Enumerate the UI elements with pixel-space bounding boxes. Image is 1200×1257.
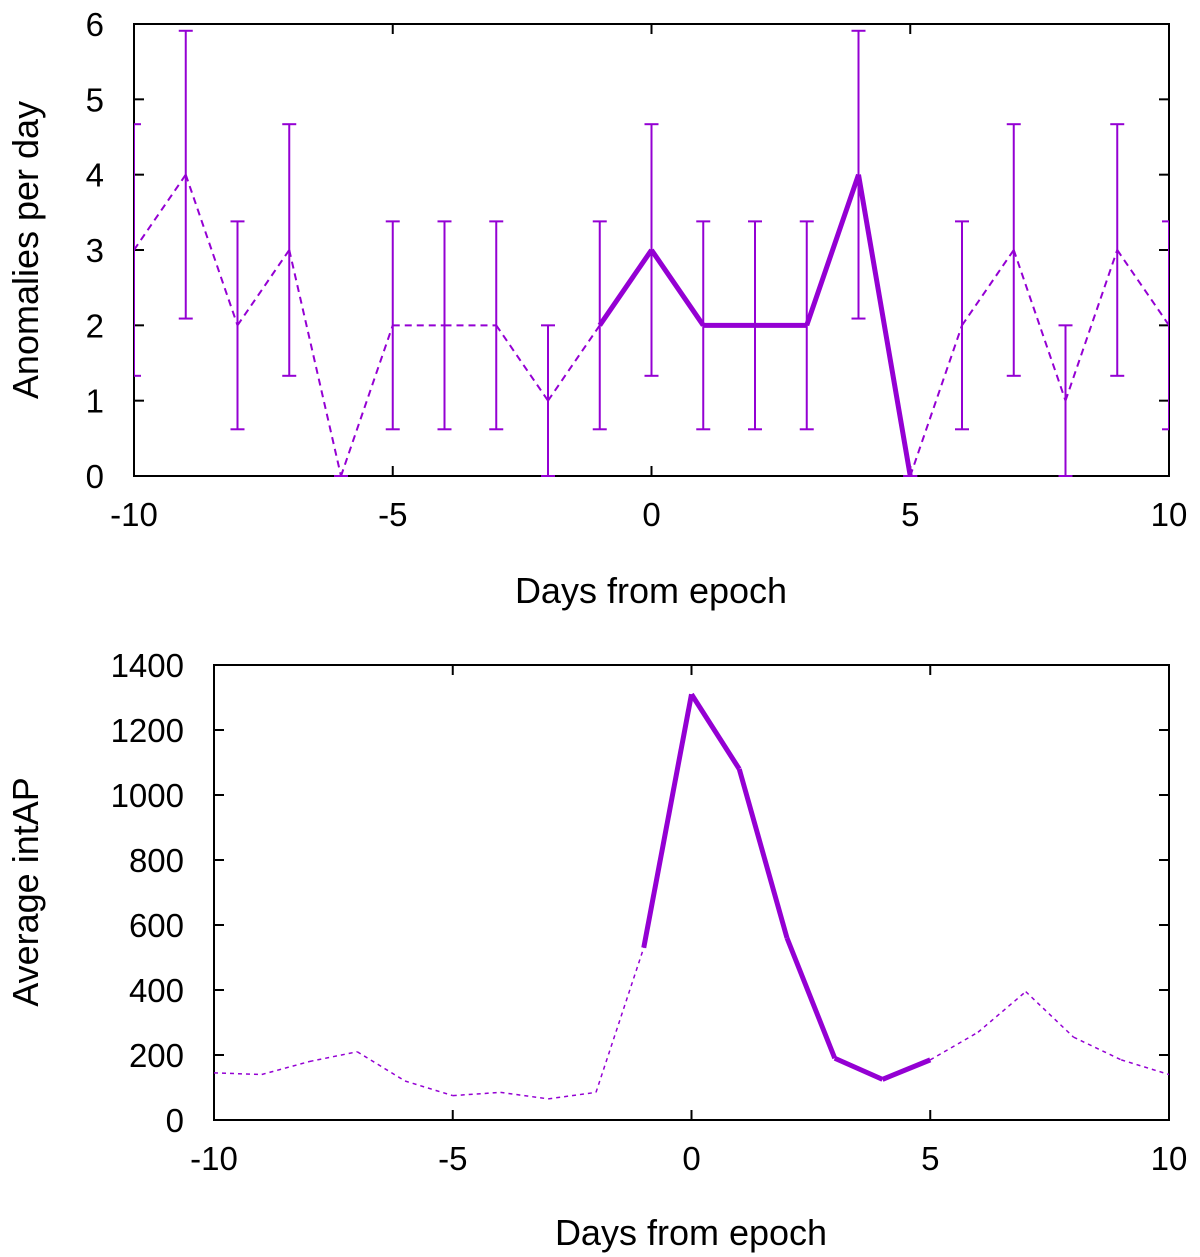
- anomalies-series-segment-highlight: [649, 248, 706, 327]
- intap-y-axis-title: Average intAP: [5, 777, 46, 1006]
- intap-series-segment: [929, 1031, 979, 1061]
- anomalies-y-tick-label: 6: [86, 6, 104, 43]
- intap-series-segment: [404, 1080, 453, 1097]
- intap-y-tick-label: 400: [129, 972, 184, 1009]
- intap-series-segment: [261, 1060, 310, 1076]
- anomalies-y-tick-label: 3: [86, 232, 104, 269]
- anomalies-series-segment: [288, 249, 342, 477]
- anomalies-series-segment: [184, 174, 239, 326]
- intap-series-segment: [500, 1091, 549, 1100]
- intap-series-segment: [309, 1051, 358, 1063]
- anomalies-series: [134, 173, 1169, 477]
- intap-series-segment: [1073, 1036, 1122, 1061]
- intap-chart: -10 -5 0 5 10 0 200 400 600 800 1000 1200 1400 Days …: [5, 647, 1187, 1253]
- intap-series: [214, 692, 1169, 1100]
- intap-x-tick-label: 0: [682, 1140, 700, 1177]
- anomalies-y-tick-label: 1: [86, 383, 104, 420]
- anomalies-series-segment: [547, 324, 601, 402]
- intap-series-segment-highlight: [784, 937, 838, 1060]
- intap-series-segment: [1025, 991, 1075, 1038]
- intap-x-tick-label: 10: [1151, 1140, 1188, 1177]
- anomalies-series-segment: [1064, 249, 1119, 401]
- intap-y-tick-label: 1200: [111, 712, 184, 749]
- intap-y-tick-label: 1000: [111, 777, 184, 814]
- anomalies-x-tick-label: 10: [1151, 496, 1188, 533]
- anomalies-x-tick-label: 0: [642, 496, 660, 533]
- intap-series-segment: [595, 947, 645, 1093]
- intap-series-segment-highlight: [689, 692, 742, 771]
- anomalies-series-segment: [961, 249, 1015, 326]
- anomalies-y-tick-label: 2: [86, 307, 104, 344]
- anomalies-x-tick-label: 5: [901, 496, 919, 533]
- intap-series-segment: [452, 1091, 501, 1097]
- anomalies-y-tick-label: 5: [86, 81, 104, 118]
- anomalies-x-axis-title: Days from epoch: [515, 570, 787, 611]
- intap-x-axis-title: Days from epoch: [555, 1212, 827, 1253]
- anomalies-series-segment: [1012, 249, 1067, 401]
- intap-series-segment: [548, 1091, 597, 1100]
- intap-series-segment: [1121, 1059, 1169, 1076]
- anomalies-x-tick-label: -10: [110, 496, 158, 533]
- anomalies-series-segment: [236, 249, 291, 326]
- intap-series-segment-highlight: [736, 768, 790, 939]
- anomalies-series-segment-highlight: [597, 248, 654, 327]
- intap-ticks: [213, 664, 1170, 1121]
- intap-series-segment-highlight: [833, 1055, 884, 1082]
- anomalies-y-tick-label: 0: [86, 458, 104, 495]
- intap-series-segment-highlight: [881, 1057, 932, 1082]
- intap-y-tick-label: 800: [129, 842, 184, 879]
- intap-series-segment-highlight: [641, 693, 694, 949]
- anomalies-y-tick-label: 4: [86, 157, 104, 194]
- anomalies-y-axis-title: Anomalies per day: [5, 101, 46, 399]
- anomalies-series-segment: [134, 174, 187, 251]
- intap-series-segment: [356, 1051, 406, 1082]
- intap-x-tick-label: 5: [921, 1140, 939, 1177]
- anomalies-series-segment-highlight: [856, 174, 913, 477]
- intap-x-tick-label: -10: [190, 1140, 238, 1177]
- anomalies-ticks: [133, 23, 1170, 477]
- anomalies-series-segment-highlight: [804, 173, 861, 327]
- intap-series-segment: [977, 991, 1027, 1033]
- anomalies-x-tick-label: -5: [378, 496, 407, 533]
- anomalies-series-segment: [340, 325, 394, 477]
- intap-y-tick-label: 200: [129, 1037, 184, 1074]
- intap-tick-labels: -10 -5 0 5 10 0 200 400 600 800 1000 1200 1400: [111, 647, 1188, 1177]
- anomalies-series-segment: [909, 325, 963, 477]
- anomalies-chart: -10 -5 0 5 10 0 1 2 3 4 5 6 Days from epoch Anomali…: [5, 6, 1187, 611]
- intap-x-tick-label: -5: [438, 1140, 467, 1177]
- intap-y-tick-label: 0: [166, 1102, 184, 1139]
- intap-y-tick-label: 1400: [111, 647, 184, 684]
- anomalies-series-segment: [495, 324, 549, 402]
- intap-y-tick-label: 600: [129, 907, 184, 944]
- anomalies-tick-labels: -10 -5 0 5 10 0 1 2 3 4 5 6: [86, 6, 1188, 533]
- intap-series-segment: [214, 1072, 262, 1076]
- anomalies-series-segment: [1116, 249, 1169, 326]
